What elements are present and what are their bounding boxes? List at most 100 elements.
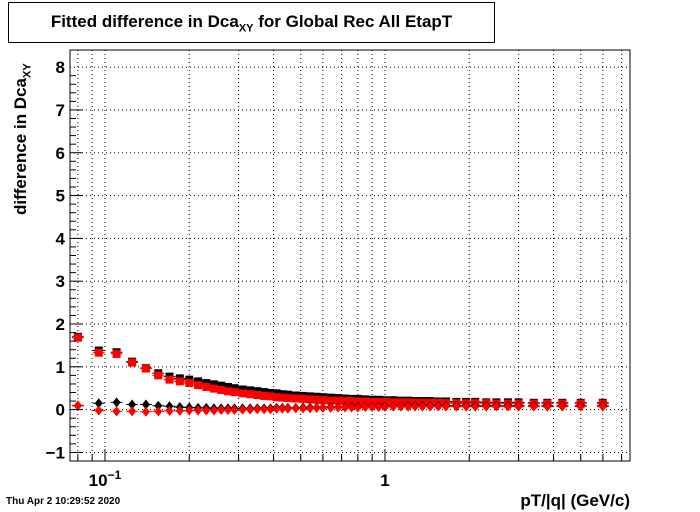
data-point-square bbox=[266, 392, 275, 401]
data-point-diamond bbox=[334, 402, 343, 413]
data-point-square bbox=[283, 394, 292, 403]
data-point-square bbox=[230, 388, 239, 397]
data-point-diamond bbox=[230, 405, 239, 416]
data-point-diamond bbox=[128, 399, 137, 410]
y-tick-label: 3 bbox=[56, 272, 65, 291]
data-point-diamond bbox=[462, 401, 471, 412]
data-point-square bbox=[341, 397, 350, 406]
data-point-diamond bbox=[598, 401, 607, 412]
data-point-square bbox=[223, 387, 232, 396]
data-point-square bbox=[209, 384, 218, 393]
x-tick-label: 10−1 bbox=[89, 468, 122, 490]
data-point-square bbox=[141, 364, 150, 373]
data-point-diamond bbox=[452, 401, 461, 412]
data-point-diamond bbox=[514, 401, 523, 412]
data-point-diamond bbox=[112, 406, 121, 417]
data-point-diamond bbox=[418, 401, 427, 412]
data-point-diamond bbox=[426, 401, 435, 412]
data-point-diamond bbox=[209, 405, 218, 416]
y-tick-label: 1 bbox=[56, 358, 65, 377]
data-point-square bbox=[306, 395, 315, 404]
data-point-diamond bbox=[175, 405, 184, 416]
data-point-diamond bbox=[223, 405, 232, 416]
data-point-diamond bbox=[529, 401, 538, 412]
data-point-square bbox=[318, 396, 327, 405]
y-tick-label: 5 bbox=[56, 187, 65, 206]
data-point-diamond bbox=[482, 401, 491, 412]
data-point-diamond bbox=[543, 401, 552, 412]
data-point-diamond bbox=[353, 402, 362, 413]
y-tick-label: 0 bbox=[56, 401, 65, 420]
title-box: Fitted difference in DcaXY for Global Re… bbox=[8, 2, 495, 43]
data-point-diamond bbox=[94, 398, 103, 409]
data-point-diamond bbox=[361, 402, 370, 413]
data-point-square bbox=[217, 381, 226, 390]
data-point-square bbox=[353, 397, 362, 406]
data-point-diamond bbox=[368, 402, 377, 413]
data-point-square bbox=[347, 397, 356, 406]
y-tick-label: 7 bbox=[56, 101, 65, 120]
y-tick-label: −1 bbox=[46, 443, 65, 462]
data-point-square bbox=[94, 348, 103, 357]
data-point-diamond bbox=[374, 402, 383, 413]
data-point-square bbox=[334, 396, 343, 405]
axis-ticks bbox=[70, 75, 623, 461]
data-point-square bbox=[209, 380, 218, 389]
data-point-square bbox=[128, 358, 137, 367]
data-point-diamond bbox=[260, 404, 269, 415]
data-point-square bbox=[361, 397, 370, 406]
data-point-square bbox=[202, 382, 211, 391]
chart-markers bbox=[71, 332, 609, 417]
data-point-diamond bbox=[165, 405, 174, 416]
data-point-square bbox=[291, 394, 300, 403]
data-point-diamond bbox=[141, 399, 150, 410]
data-point-diamond bbox=[411, 401, 420, 412]
y-tick-label: 6 bbox=[56, 144, 65, 163]
data-point-diamond bbox=[154, 400, 163, 411]
data-point-diamond bbox=[112, 397, 121, 408]
data-point-square bbox=[112, 349, 121, 358]
y-tick-label: 8 bbox=[56, 58, 65, 77]
data-point-diamond bbox=[347, 402, 356, 413]
data-point-diamond bbox=[576, 401, 585, 412]
data-point-diamond bbox=[389, 401, 398, 412]
data-point-diamond bbox=[471, 401, 480, 412]
data-point-square bbox=[299, 394, 308, 403]
data-point-diamond bbox=[299, 403, 308, 414]
data-point-square bbox=[326, 396, 335, 405]
data-point-diamond bbox=[128, 406, 137, 417]
y-tick-label: 2 bbox=[56, 315, 65, 334]
data-point-square bbox=[223, 382, 232, 391]
y-tick-label: 4 bbox=[56, 229, 66, 248]
data-point-diamond bbox=[558, 401, 567, 412]
data-point-diamond bbox=[492, 401, 501, 412]
data-point-diamond bbox=[306, 403, 315, 414]
axis-tick-labels: −1 0 1 2 3 4 5 6 7 8 10−1 1 bbox=[46, 58, 390, 490]
data-point-square bbox=[194, 381, 203, 390]
data-point-diamond bbox=[185, 405, 194, 416]
data-point-diamond bbox=[238, 404, 247, 415]
data-point-diamond bbox=[434, 401, 443, 412]
data-point-diamond bbox=[202, 405, 211, 416]
data-point-diamond bbox=[141, 406, 150, 417]
data-point-square bbox=[238, 389, 247, 398]
data-point-diamond bbox=[266, 404, 275, 415]
data-point-square bbox=[165, 375, 174, 384]
data-point-square bbox=[260, 391, 269, 400]
data-point-square bbox=[154, 371, 163, 380]
data-point-diamond bbox=[326, 402, 335, 413]
data-point-diamond bbox=[312, 402, 321, 413]
y-axis-label: difference in DcaXY bbox=[11, 63, 34, 215]
data-point-square bbox=[253, 391, 262, 400]
data-point-square bbox=[246, 390, 255, 399]
data-point-square bbox=[175, 377, 184, 386]
timestamp: Thu Apr 2 10:29:52 2020 bbox=[6, 496, 121, 507]
data-point-diamond bbox=[73, 400, 82, 411]
data-point-diamond bbox=[154, 406, 163, 417]
chart-title: Fitted difference in DcaXY for Global Re… bbox=[50, 12, 453, 35]
data-point-diamond bbox=[341, 402, 350, 413]
data-point-square bbox=[185, 379, 194, 388]
data-point-square bbox=[73, 333, 82, 342]
data-point-diamond bbox=[404, 401, 413, 412]
data-point-diamond bbox=[283, 403, 292, 414]
